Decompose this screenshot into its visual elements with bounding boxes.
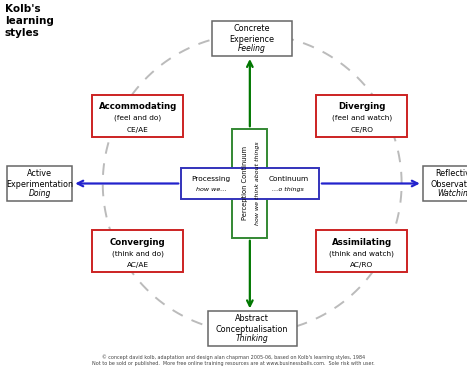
Text: CE/RO: CE/RO — [350, 127, 374, 132]
Text: (feel and watch): (feel and watch) — [332, 115, 392, 121]
Text: Feeling: Feeling — [238, 44, 266, 53]
Text: (think and do): (think and do) — [112, 250, 164, 257]
Bar — [233, 130, 268, 238]
Text: Assimilating: Assimilating — [332, 237, 392, 247]
Text: (think and watch): (think and watch) — [329, 250, 395, 257]
Bar — [317, 95, 407, 137]
Text: Reflective
Observation: Reflective Observation — [431, 169, 467, 189]
Text: (feel and do): (feel and do) — [114, 115, 162, 121]
Text: AC/AE: AC/AE — [127, 262, 149, 268]
Text: how we…: how we… — [196, 186, 226, 192]
Bar — [317, 230, 407, 272]
Text: …o things: …o things — [272, 186, 304, 192]
Text: © concept david kolb, adaptation and design alan chapman 2005-06, based on Kolb': © concept david kolb, adaptation and des… — [102, 354, 365, 360]
Text: how we think about things: how we think about things — [255, 142, 260, 225]
Text: Watching: Watching — [438, 189, 467, 198]
Bar — [92, 230, 183, 272]
Text: Kolb's
learning
styles: Kolb's learning styles — [5, 4, 54, 39]
Text: Abstract
Conceptualisation: Abstract Conceptualisation — [216, 314, 288, 334]
Bar — [181, 168, 319, 199]
Text: Perception Continuum: Perception Continuum — [241, 146, 248, 221]
Bar — [423, 166, 467, 201]
Bar — [212, 21, 292, 56]
Text: Active
Experimentation: Active Experimentation — [6, 169, 73, 189]
Text: Concrete
Experience: Concrete Experience — [230, 24, 275, 44]
Text: Continuum: Continuum — [269, 176, 309, 182]
Text: Not to be sold or published.  More free online training resources are at www.bus: Not to be sold or published. More free o… — [92, 361, 375, 366]
Text: AC/RO: AC/RO — [350, 262, 374, 268]
Text: Diverging: Diverging — [338, 102, 386, 111]
Text: Accommodating: Accommodating — [99, 102, 177, 111]
Text: Doing: Doing — [28, 189, 51, 198]
Bar — [7, 166, 72, 201]
Bar — [92, 95, 183, 137]
Text: CE/AE: CE/AE — [127, 127, 149, 132]
Text: Processing: Processing — [192, 176, 231, 182]
Text: Converging: Converging — [110, 237, 166, 247]
Bar — [208, 311, 297, 346]
Text: Thinking: Thinking — [236, 334, 269, 343]
